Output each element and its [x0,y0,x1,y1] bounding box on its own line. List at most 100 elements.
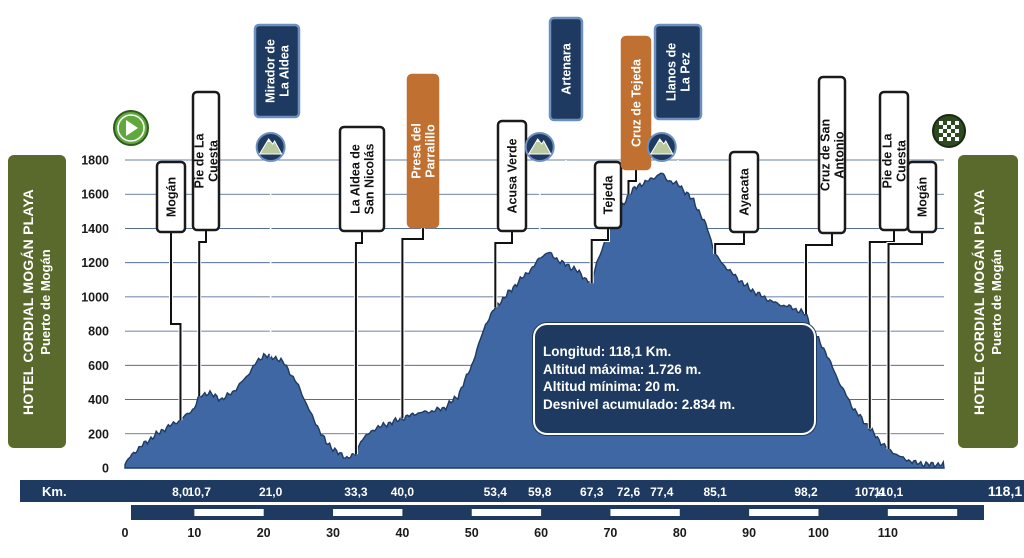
marker-cruz-de-san-antonio: Cruz de San Antonio [803,75,847,314]
marker-label: Acusa Verde [506,138,520,213]
mountain-summit-icon [255,132,286,162]
finish-checkered-flag-icon [932,114,966,148]
km-mark-label: 98,2 [794,485,818,499]
leader-line [627,169,637,195]
start-flag-icon [113,110,149,146]
marker-label: Parralillo [424,124,438,178]
leader-line-halo [400,227,425,419]
x-tick-label: 50 [465,526,479,540]
marker-cruz-de-tejeda: Cruz de Tejeda [620,35,652,195]
leader-line [494,231,513,308]
finish-icon-check [939,137,943,141]
marker-label-box [728,150,760,234]
leader-line [714,232,745,255]
marker-label-box [406,73,440,229]
marker-mog-n: Mogán [155,160,187,421]
km-mark-label: 59,8 [528,485,552,499]
leader-line [354,231,363,455]
summit-icon-snow [657,139,662,142]
marker-label-box [155,160,187,234]
km-mark-label: 77,4 [650,485,674,499]
y-tick-label: 1200 [81,256,109,270]
km-mark-label: 53,4 [484,485,508,499]
scale-bar-segment [333,509,403,516]
x-tick-label: 10 [187,526,201,540]
finish-icon-check [955,121,959,125]
mountain-summit-icon [524,132,555,162]
start-icon-arrow [126,120,138,136]
leader-line-halo [886,232,924,450]
finish-icon-check [955,137,959,141]
marker-label: La Aldea [278,44,292,97]
marker-label: Cruz de Tejeda [630,58,644,147]
y-tick-label: 1800 [81,154,109,168]
marker-label: Llanos de [665,43,679,101]
marker-label: La Pez [679,52,693,92]
x-tick-label: 70 [603,526,617,540]
km-mark-label: 72,6 [617,485,641,499]
leader-line [887,232,923,450]
marker-label: Pie de La [881,133,895,189]
finish-icon-check [939,121,943,125]
scale-bar-segment [194,509,264,516]
finish-icon-check [951,125,955,129]
y-tick-label: 800 [88,325,109,339]
marker-label-text-group: Artenara [560,42,574,94]
marker-label-text-group: La Aldea de San Nicolás [349,144,377,215]
leader-line [538,160,567,258]
marker-acusa-verde: Acusa Verde [493,119,528,308]
marker-label: Cruz de San [819,119,833,191]
km-mark-label: 107,4 [855,485,885,499]
marker-label-box [548,16,584,122]
marker-llanos-de-la-pez: Llanos de La Pez [646,23,703,173]
marker-label: Ayacata [738,167,752,216]
marker-label-text-group: Presa del Parralillo [410,123,438,179]
marker-label: Presa del [410,123,424,179]
marker-label: Mirador de [264,39,278,103]
y-tick-label: 600 [88,359,109,373]
marker-label-text-group: Pie de La Cuesta [881,133,909,189]
x-tick-label: 20 [257,526,271,540]
marker-la-aldea-de-san-nicol-s: La Aldea de San Nicolás [338,125,386,455]
leader-line [660,160,679,173]
marker-label: San Nicolás [363,144,377,215]
marker-label-box [496,119,528,233]
x-tick-label: 100 [808,526,829,540]
scale-bar-background [131,505,984,520]
marker-label-box [906,160,938,234]
finish-icon-check [951,133,955,137]
marker-label: Pie de La [193,133,207,189]
marker-label: Tejeda [602,175,616,215]
marker-label-text-group: Mirador de La Aldea [264,39,292,103]
y-tick-label: 0 [102,462,109,476]
x-tick-label: 110 [878,526,898,540]
info-accumulated-ascent: Desnivel acumulado: 2.834 m. [543,396,736,412]
right-hotel-name: HOTEL CORDIAL MOGÁN PLAYA [971,188,988,415]
finish-icon-check [947,137,951,141]
left-hotel-panel: HOTEL CORDIAL MOGÁN PLAYA Puerto de Mogá… [8,155,66,448]
marker-presa-del-parralillo: Presa del Parralillo [400,73,440,419]
km-mark-label: 21,0 [259,485,283,499]
marker-label: Mogán [916,177,930,217]
scale-bar-segment [610,509,680,516]
leader-line [868,230,895,429]
marker-label: La Aldea de [349,144,363,214]
leader-line [170,232,182,421]
right-hotel-panel: HOTEL CORDIAL MOGÁN PLAYA Puerto de Mogá… [958,155,1018,448]
marker-label: Cuesta [207,139,221,182]
marker-pie-de-la-cuesta: Pie de La Cuesta [867,90,910,429]
km-mark-label: 118,1 [988,483,1022,499]
y-tick-label: 1400 [81,222,109,236]
leader-line-halo [169,232,183,421]
km-bar-label: Km. [42,484,67,499]
x-tick-label: 80 [673,526,687,540]
summit-icon-snow [535,139,540,142]
km-mark-label: 10,7 [188,485,212,499]
marker-label-text-group: Mogán [165,177,179,217]
stage-info-box: Longitud: 118,1 Km. Altitud máxima: 1.72… [533,323,816,435]
y-tick-label: 400 [88,393,109,407]
marker-label-box [653,23,703,121]
leader-line [804,233,833,314]
leader-line [269,160,278,357]
